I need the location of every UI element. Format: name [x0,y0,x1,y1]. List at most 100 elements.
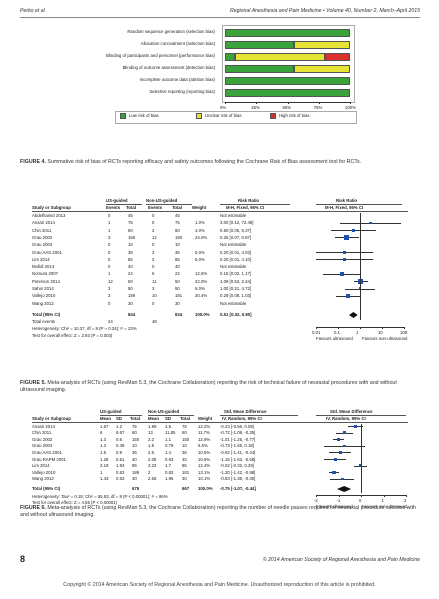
column-header: SD [165,416,171,421]
point-estimate [343,250,346,254]
weight: 10.6% [198,456,211,462]
group1-underline [100,415,142,416]
group2-underline [148,415,194,416]
total-non-us: 150 [175,234,183,240]
total-us: 40 [132,456,137,462]
column-header: IV, Random, 95% CI [222,416,262,421]
smd-plot-header: Std. Mean Difference [330,409,373,414]
study-name: Lim 2014 [32,463,50,469]
events-non-us: 2 [152,249,155,255]
study-name: Lim 2014 [32,256,50,262]
heterogeneity: Heterogeneity: Tau² = 0.19; Chi² = 55.83… [32,493,168,499]
unclear-risk-segment [293,64,350,73]
point-estimate [354,424,358,428]
total-non-us: 85 [175,256,180,262]
total-non-us: 181 [182,469,190,475]
smd-ci: -0.23 [-0.56, 0.09] [220,423,254,429]
study-name: Nomura 2007 [32,271,59,277]
legend-low-risk-swatch [120,113,126,119]
x-axis-tick [338,494,339,497]
rr-plot-underline [316,204,402,205]
sd-us: 0.51 [116,456,125,462]
rob-domain-label: Blinding of outcome assessment (detectio… [122,65,215,70]
risk-ratio-ci: 0.20 [0.01, 4.03] [220,249,252,255]
column-header: Total [130,416,140,421]
copyright-notice: Copyright © 2014 American Society of Reg… [63,582,376,588]
sd-non-us: 1.1 [165,436,171,442]
total-non-us: 30 [175,300,180,306]
pooled-diamond-shape [349,311,358,318]
study-name: Chin 2011 [32,227,52,233]
weight: 12.9% [198,436,211,442]
x-axis-tick [382,326,383,329]
weight: 6.5% [198,443,208,449]
study-name: Grau 2002 [32,436,53,442]
total-non-us: 75 [182,423,187,429]
total-non-us: 85 [182,463,187,469]
weight: 1.0% [195,220,205,226]
column-header: Total [172,205,182,210]
total-us: 10 [132,443,137,449]
figure-6: US-guided Non-US-guided Std. Mean Differen… [20,408,420,510]
mean-non-us: 2.2 [148,436,154,442]
favours-right-label: Favours non-ultrasound [362,503,408,509]
smd-plot-underline [316,415,406,416]
column-header: Mean [148,416,159,421]
events-us: 3 [108,234,111,240]
total-non-us: 667 [182,485,190,491]
figure-4: Random sequence generation (selection bi… [20,20,420,172]
risk-ratio-ci: 0.25 [0.07, 0.87] [220,234,252,240]
events-us: 1 [108,220,111,226]
total-label: Total (95% CI) [32,485,61,491]
point-estimate [369,222,372,225]
column-header: SD [116,416,122,421]
sd-us: 8.67 [116,430,125,436]
risk-ratio-ci: 0.15 [0.02, 1.17] [220,271,252,277]
group1-header: US-guided [100,409,122,414]
events-us: 0 [108,256,111,262]
point-estimate [338,451,342,454]
events-us: 0 [108,300,111,306]
x-axis-tick [361,494,362,497]
x-axis-tick-label: 0.1 [334,329,340,335]
sd-us: 1.93 [116,463,125,469]
mean-non-us: 3.23 [148,463,157,469]
rob-axis-tick [225,102,226,104]
sd-us: 0.9 [116,449,122,455]
events-non-us: 10 [152,293,157,299]
point-estimate [358,279,364,284]
weight: 4.0% [195,227,205,233]
events-non-us: 2 [152,256,155,262]
study-name: Vallejo 2010 [32,469,56,475]
group1-underline [106,204,142,205]
column-header: Events [106,205,121,210]
rob-domain-label: Random sequence generation (selection bi… [127,29,215,34]
pooled-diamond-shape [336,485,352,492]
total-us: 60 [128,227,133,233]
column-header: Weight [192,205,207,210]
total-us: 50 [128,286,133,291]
total-us: 45 [128,213,133,218]
weight: 12.5% [195,271,208,277]
total-non-us: 36 [182,449,187,455]
weight: 20.4% [195,293,208,299]
total-us: 30 [128,300,133,306]
events-us: 0 [108,213,111,218]
x-axis-tick-label: 0.01 [312,329,321,335]
total-us: 150 [132,436,140,442]
x-axis-tick-label: 100 [400,329,408,335]
events-non-us: 11 [152,278,157,284]
risk-ratio-ci: 1.09 [0.53, 2.24] [220,278,252,284]
events-non-us: 0 [152,300,155,306]
rob-domain-label: Incomplete outcome data (attrition bias) [139,77,215,82]
total-non-us: 50 [175,286,180,291]
mean-us: 1.5 [100,449,106,455]
total-non-us: 150 [182,436,190,442]
rob-axis-tick [256,102,257,104]
total-us: 36 [132,449,137,455]
total-non-us: 40 [175,264,180,270]
rob-frame [222,25,355,103]
x-axis-tick-label: 10 [378,329,383,335]
sd-non-us: 1.96 [165,476,174,482]
study-name: Grau AAS 2001 [32,249,62,255]
